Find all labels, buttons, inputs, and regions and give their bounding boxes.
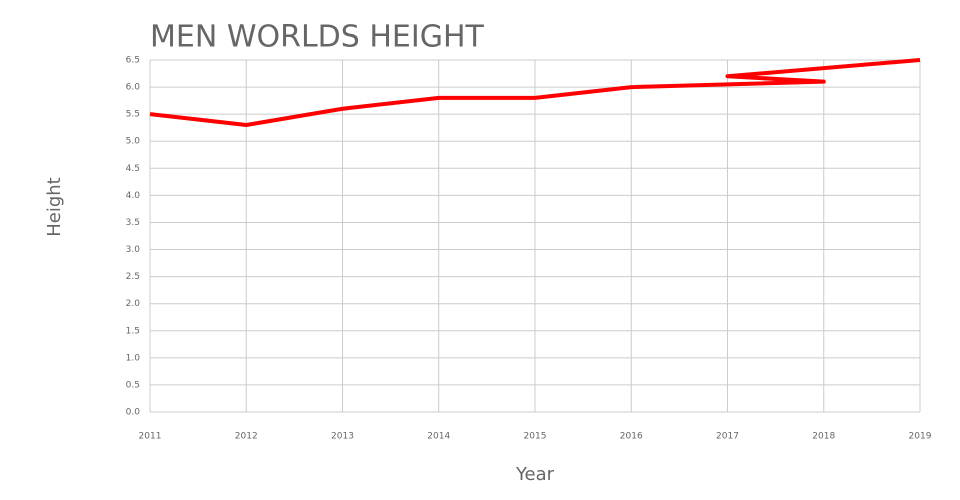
y-tick-label: 6.0	[126, 83, 141, 93]
x-tick-label: 2012	[235, 432, 258, 442]
y-tick-label: 5.0	[126, 137, 141, 147]
y-tick-label: 0.0	[126, 408, 141, 418]
y-tick-label: 5.5	[126, 110, 140, 120]
y-tick-label: 3.0	[126, 245, 141, 255]
x-axis-label: Year	[515, 464, 555, 485]
x-tick-label: 2017	[716, 432, 739, 442]
y-tick-label: 2.0	[126, 299, 141, 309]
y-tick-label: 4.0	[126, 191, 141, 201]
x-tick-label: 2014	[427, 432, 450, 442]
y-tick-label: 0.5	[126, 380, 140, 390]
data-line	[149, 58, 921, 127]
x-tick-label: 2013	[331, 432, 354, 442]
chart-title: MEN WORLDS HEIGHT	[150, 20, 484, 55]
x-tick-label: 2018	[812, 432, 835, 442]
x-tick-label: 2016	[620, 432, 643, 442]
x-tick-label: 2015	[524, 432, 547, 442]
y-tick-label: 1.0	[126, 353, 141, 363]
y-axis-label: Height	[44, 177, 65, 237]
x-tick-label: 2019	[909, 432, 932, 442]
y-tick-label: 3.5	[126, 218, 140, 228]
y-tick-label: 6.5	[126, 56, 140, 66]
x-tick-label: 2011	[139, 432, 162, 442]
y-tick-label: 4.5	[126, 164, 140, 174]
y-tick-label: 1.5	[126, 326, 140, 336]
y-tick-label: 2.5	[126, 272, 140, 282]
